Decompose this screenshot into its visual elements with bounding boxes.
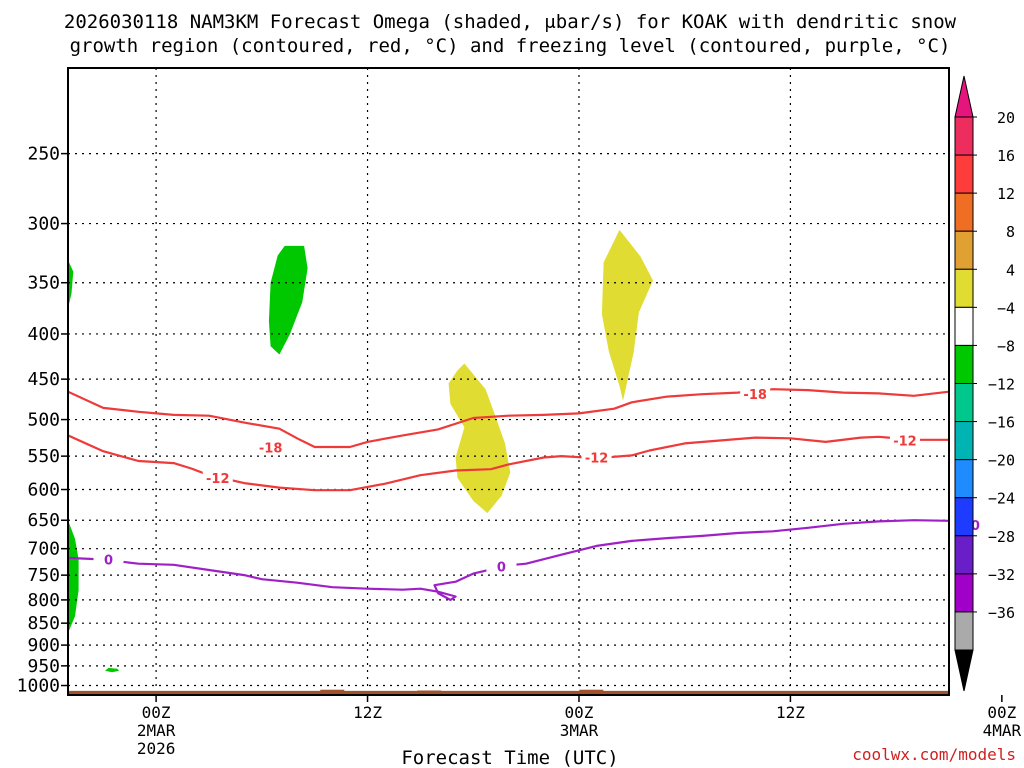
x-tick-date-48: 4MAR [983,721,1022,740]
contour-label-minus12-0: -12 [206,472,230,487]
plot-frame [67,67,950,696]
omega-plus4-cell-1 [601,229,653,401]
colorbar-label-0: 20 [997,109,1015,127]
contour-label-minus12-1: -12 [585,452,609,467]
y-tick-label-450: 450 [27,369,60,390]
ground-fill [68,690,949,695]
chart-title-line1: 2026030118 NAM3KM Forecast Omega (shaded… [64,11,957,33]
y-tick-label-350: 350 [27,273,60,294]
colorbar-swatch-6 [954,344,974,384]
colorbar-label-11: −28 [988,528,1015,546]
colorbar-swatch-12 [954,573,974,613]
colorbar: 20 16 12 8 4 −4 −8 −12 −16 −20 −24 −28 −32 −36 [954,75,1015,692]
contour-label-zero-2: 0 [971,519,980,534]
contour-zero [68,519,949,601]
x-tick-label-48: 00Z [987,703,1016,722]
colorbar-label-9: −20 [988,452,1015,470]
y-tick-label-850: 850 [27,613,60,634]
colorbar-label-2: 12 [997,185,1015,203]
contour-label-bg-minus12-1 [581,450,612,465]
colorbar-label-13: −36 [988,604,1015,622]
x-tick-year-0: 2026 [137,739,176,758]
x-tick-date-24: 3MAR [560,721,599,740]
contour-minus18 [68,388,949,449]
ground-bump-2 [579,689,604,692]
colorbar-label-6: −8 [997,337,1015,355]
colorbar-swatch-4 [954,268,974,308]
x-tick-label-0: 00Z [142,703,171,722]
colorbar-swatch-7 [954,383,974,423]
y-tick-label-650: 650 [27,510,60,531]
y-tick-label-300: 300 [27,214,60,235]
colorbar-label-5: −4 [997,299,1015,317]
contour-label-minus18-0: -18 [259,442,283,457]
y-tick-label-900: 900 [27,635,60,656]
contour-label-bg-zero-0 [93,552,124,567]
contour-label-bg-minus18-1 [740,387,771,402]
ground-bump-0 [320,689,345,692]
x-axis-label: Forecast Time (UTC) [401,747,618,768]
y-axis-ticks: 2503003504004505005506006507007508008509… [17,144,68,697]
colorbar-swatch-10 [954,497,974,537]
y-tick-label-500: 500 [27,410,60,431]
y-tick-label-400: 400 [27,324,60,345]
colorbar-label-4: 4 [1006,261,1015,279]
colorbar-label-3: 8 [1006,223,1015,241]
colorbar-label-1: 16 [997,147,1015,165]
contour-label-bg-minus18-0 [255,440,286,455]
contour-label-minus12-2: -12 [893,434,917,449]
colorbar-swatch-9 [954,459,974,499]
y-tick-label-600: 600 [27,480,60,501]
contour-label-minus18-1: -18 [743,388,767,403]
colorbar-swatch-0 [954,116,974,156]
colorbar-swatch-5 [954,306,974,346]
omega-minus4-small-1 [105,667,120,673]
omega-plus4-cell-2 [448,363,511,514]
colorbar-label-8: −16 [988,414,1015,432]
contour-label-bg-minus12-0 [202,470,233,485]
y-tick-label-550: 550 [27,446,60,467]
omega-minus4-cell-1 [268,245,308,355]
credit-text: coolwx.com/models [852,745,1016,764]
colorbar-swatch-11 [954,535,974,575]
terrain [68,689,949,695]
y-tick-label-700: 700 [27,539,60,560]
y-tick-label-750: 750 [27,565,60,586]
chart-title-line2: growth region (contoured, red, °C) and f… [70,35,951,57]
omega-minus4-left-upper [68,260,74,309]
colorbar-label-10: −24 [988,490,1015,508]
contour-label-zero-1: 0 [497,560,506,575]
colorbar-bottom-arrow [954,649,974,692]
colorbar-top-arrow [954,75,974,118]
colorbar-label-12: −32 [988,566,1015,584]
y-tick-label-250: 250 [27,144,60,165]
omega-shading [68,229,987,679]
ground-bump-1 [417,690,442,692]
y-tick-label-1000: 1000 [17,676,60,697]
contour-labels: -18 -18 -12 -12 -12 0 0 0 [93,387,991,575]
contour-label-zero-0: 0 [104,553,113,568]
colorbar-swatch-13 [954,611,974,651]
x-tick-label-12: 12Z [353,703,382,722]
plot-background [68,68,949,695]
contour-label-bg-minus12-2 [889,433,920,448]
omega-minus4-small-2 [968,675,987,679]
x-tick-date-0: 2MAR [137,721,176,740]
x-tick-label-36: 12Z [776,703,805,722]
x-tick-label-24: 00Z [565,703,594,722]
colorbar-swatch-2 [954,192,974,232]
y-tick-label-950: 950 [27,656,60,677]
colorbar-swatch-8 [954,421,974,461]
colorbar-swatch-1 [954,154,974,194]
contour-label-bg-zero-1 [486,559,517,574]
y-tick-label-800: 800 [27,590,60,611]
colorbar-label-7: −12 [988,376,1015,394]
colorbar-swatch-3 [954,230,974,270]
